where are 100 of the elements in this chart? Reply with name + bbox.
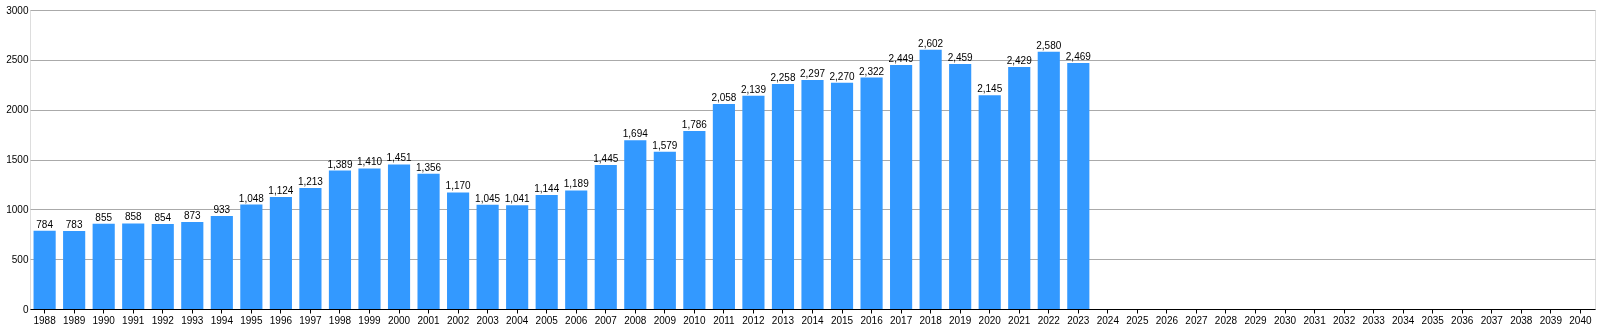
x-tick-label: 2011	[713, 314, 736, 326]
bar	[1008, 66, 1031, 309]
bar	[387, 164, 411, 309]
x-tick-label: 2024	[1096, 314, 1120, 326]
bar	[151, 223, 174, 309]
x-tick-label: 2023	[1067, 314, 1090, 326]
bar	[1067, 62, 1090, 309]
x-tick-label: 2032	[1332, 314, 1356, 326]
bar	[890, 64, 913, 309]
data-label: 2,297	[799, 68, 826, 80]
data-label: 1,124	[268, 184, 294, 196]
x-tick-label: 2022	[1037, 314, 1061, 326]
bar	[801, 80, 824, 309]
x-tick-label: 2000	[387, 314, 411, 326]
data-label: 933	[213, 204, 231, 216]
x-tick-label: 2004	[506, 314, 529, 326]
x-tick-label: 2009	[653, 314, 677, 326]
bar	[181, 221, 204, 309]
bar	[535, 194, 558, 309]
bar	[830, 82, 854, 309]
bar	[978, 95, 1001, 309]
x-tick-label: 2006	[565, 314, 588, 326]
x-tick-label: 2028	[1214, 314, 1238, 326]
data-label: 2,145	[977, 83, 1003, 95]
x-tick-label: 2012	[742, 314, 765, 326]
x-tick-label: 1994	[210, 314, 234, 326]
x-tick-label: 2021	[1008, 314, 1031, 326]
bar	[476, 204, 499, 309]
data-label: 1,170	[445, 180, 472, 192]
bar	[328, 170, 352, 309]
x-tick-label: 2039	[1539, 314, 1563, 326]
data-label: 1,189	[563, 178, 590, 190]
bar	[771, 83, 795, 309]
bar	[92, 223, 115, 309]
bar	[33, 230, 56, 309]
x-tick-label: 2038	[1510, 314, 1533, 326]
data-label: 1,410	[356, 156, 383, 168]
bar	[653, 151, 676, 309]
bar	[240, 204, 263, 309]
y-tick-label: 500	[11, 253, 29, 265]
x-tick-label: 2002	[446, 314, 470, 326]
x-tick-label: 2031	[1303, 314, 1327, 326]
x-tick-label: 2020	[978, 314, 1002, 326]
x-tick-label: 1999	[358, 314, 382, 326]
data-label: 2,602	[918, 37, 944, 49]
bar	[860, 77, 883, 309]
x-tick-label: 2026	[1155, 314, 1179, 326]
bar	[269, 196, 292, 309]
bar	[63, 230, 86, 309]
data-label: 873	[183, 209, 202, 221]
x-tick-label: 2018	[919, 314, 943, 326]
data-label: 1,041	[504, 193, 531, 205]
x-tick-label: 2035	[1421, 314, 1445, 326]
x-tick-label: 1990	[92, 314, 116, 326]
x-tick-label: 2029	[1244, 314, 1268, 326]
data-label: 1,144	[534, 182, 560, 194]
data-label: 784	[36, 218, 54, 230]
x-tick-label: 2030	[1273, 314, 1297, 326]
y-tick-label: 3000	[6, 4, 29, 16]
data-label: 1,451	[386, 152, 412, 164]
bar	[210, 216, 233, 309]
bar	[624, 140, 647, 309]
data-label: 1,579	[652, 139, 678, 151]
bar	[506, 205, 529, 309]
data-label: 1,786	[681, 119, 708, 130]
x-tick-label: 2008	[624, 314, 647, 326]
y-tick-label: 2500	[6, 54, 29, 66]
x-tick-label: 2036	[1451, 314, 1474, 326]
x-tick-label: 1997	[299, 314, 322, 326]
x-tick-label: 2014	[801, 314, 825, 326]
bar	[565, 190, 588, 309]
data-label: 2,058	[711, 91, 737, 103]
data-label: 1,356	[416, 161, 442, 173]
x-tick-label: 1991	[122, 314, 145, 326]
x-tick-label: 1995	[240, 314, 263, 326]
bar	[447, 192, 470, 309]
data-label: 783	[65, 218, 83, 230]
data-label: 2,258	[770, 71, 796, 83]
data-label: 1,048	[238, 192, 265, 204]
x-tick-label: 2025	[1126, 314, 1149, 326]
data-label: 1,045	[475, 192, 501, 204]
x-tick-label: 1993	[181, 314, 204, 326]
x-tick-label: 2019	[949, 314, 972, 326]
data-label: 2,580	[1036, 39, 1062, 51]
x-tick-label: 2017	[889, 314, 913, 326]
data-label: 858	[124, 211, 142, 223]
x-tick-label: 1988	[33, 314, 57, 326]
x-tick-label: 2027	[1185, 314, 1208, 326]
x-tick-label: 2037	[1480, 314, 1504, 326]
bar	[358, 168, 381, 309]
y-tick-label: 0	[22, 303, 29, 315]
bar	[122, 223, 145, 309]
bar	[683, 131, 706, 309]
data-label: 2,459	[947, 51, 974, 63]
data-label: 2,270	[829, 70, 855, 82]
x-tick-label: 2015	[830, 314, 854, 326]
x-tick-label: 2001	[417, 314, 441, 326]
y-tick-label: 2000	[6, 104, 29, 116]
data-label: 855	[95, 211, 113, 223]
data-label: 854	[154, 211, 172, 223]
